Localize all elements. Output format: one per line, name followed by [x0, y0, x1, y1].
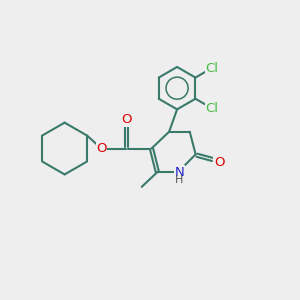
Text: Cl: Cl [205, 102, 218, 115]
Text: O: O [96, 142, 107, 155]
Text: N: N [175, 166, 184, 178]
Text: O: O [121, 113, 132, 127]
Text: H: H [175, 175, 184, 185]
Text: O: O [214, 156, 224, 169]
Text: Cl: Cl [205, 61, 218, 75]
